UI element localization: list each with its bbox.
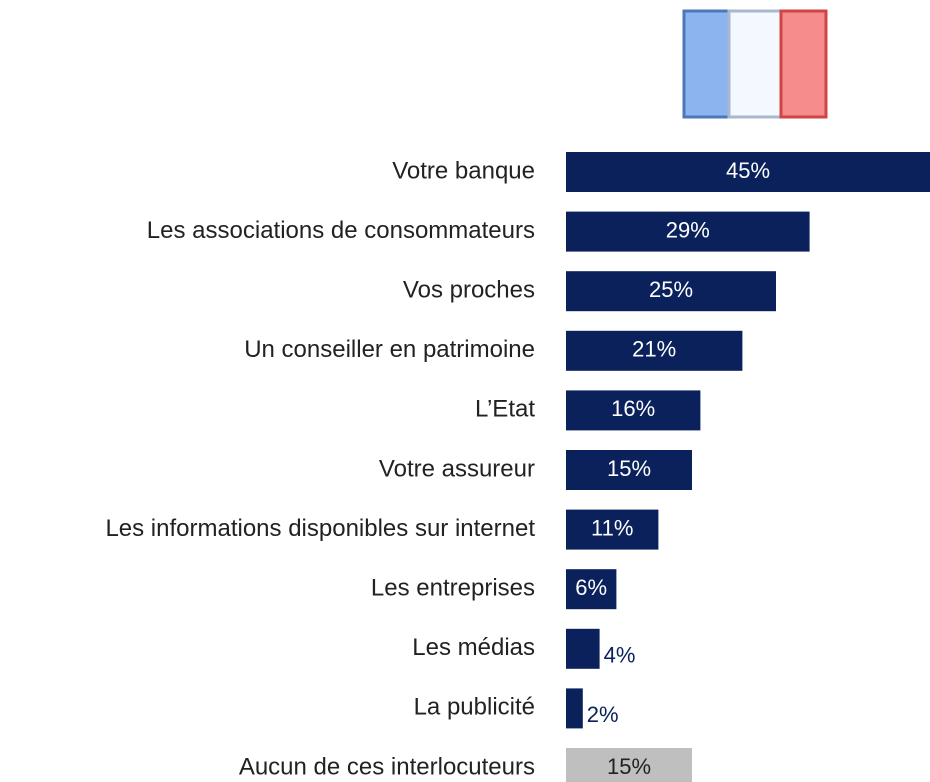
bar xyxy=(566,152,930,192)
category-label: Vos proches xyxy=(403,277,535,304)
category-label: L’Etat xyxy=(475,396,535,423)
bar xyxy=(566,628,600,669)
category-label: Les entreprises xyxy=(371,575,535,602)
value-label: 2% xyxy=(587,702,619,727)
value-label: 6% xyxy=(575,575,607,600)
value-label: 4% xyxy=(604,643,636,668)
bar xyxy=(566,450,692,490)
flag xyxy=(682,9,828,119)
value-label: 29% xyxy=(666,217,710,242)
category-label: Votre banque xyxy=(392,157,535,184)
value-label: 21% xyxy=(632,337,676,362)
bar xyxy=(566,390,701,431)
category-label: La publicité xyxy=(414,694,535,721)
bar xyxy=(566,509,659,550)
category-label: Les informations disponibles sur interne… xyxy=(105,515,535,542)
category-label: Un conseiller en patrimoine xyxy=(244,336,535,363)
value-label: 11% xyxy=(591,515,633,540)
value-label: 45% xyxy=(726,158,770,183)
bar xyxy=(566,688,583,729)
value-label: 16% xyxy=(611,396,655,421)
flag-red xyxy=(779,9,828,119)
bar xyxy=(566,569,617,610)
category-label: Aucun de ces interlocuteurs xyxy=(239,753,535,780)
value-label: 15% xyxy=(607,754,651,779)
category-label: Les médias xyxy=(412,634,535,661)
bar xyxy=(566,330,743,371)
value-label: 25% xyxy=(649,277,693,302)
bar xyxy=(566,271,776,312)
flag-blue xyxy=(682,9,731,119)
category-label: Votre assureur xyxy=(379,455,535,482)
bar xyxy=(566,211,810,252)
bar xyxy=(566,748,692,782)
flag-white xyxy=(727,9,783,119)
value-label: 15% xyxy=(607,456,651,481)
category-label: Les associations de consommateurs xyxy=(147,217,535,244)
